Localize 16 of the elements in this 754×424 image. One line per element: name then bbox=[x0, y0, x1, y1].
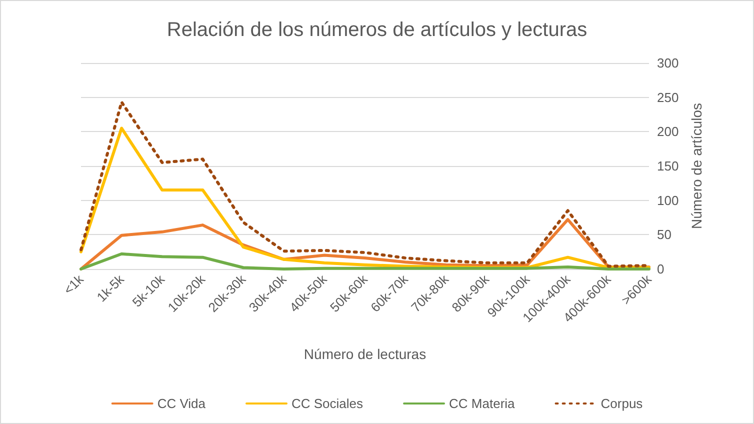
y2-axis-title: Número de artículos bbox=[688, 102, 705, 230]
legend-label: CC Sociales bbox=[292, 396, 364, 411]
x-axis-title: Número de lecturas bbox=[304, 346, 426, 362]
y2-tick-label: 50 bbox=[657, 227, 672, 242]
y2-tick-label: 300 bbox=[657, 56, 679, 70]
legend-label: Corpus bbox=[600, 396, 644, 411]
y2-tick-label: 100 bbox=[657, 192, 679, 208]
y2-tick-label: 0 bbox=[657, 262, 664, 276]
y2-tick-label: 200 bbox=[657, 124, 679, 140]
legend-label: CC Materia bbox=[449, 396, 516, 411]
y2-tick-label: 150 bbox=[657, 158, 679, 174]
line-series bbox=[80, 252, 650, 270]
chart-title: Relación de los números de artículos y lecturas bbox=[166, 19, 588, 41]
legend-label: CC Vida bbox=[157, 396, 206, 411]
x-tick-label: <1k bbox=[60, 271, 87, 298]
y2-tick-label: 250 bbox=[657, 90, 679, 105]
